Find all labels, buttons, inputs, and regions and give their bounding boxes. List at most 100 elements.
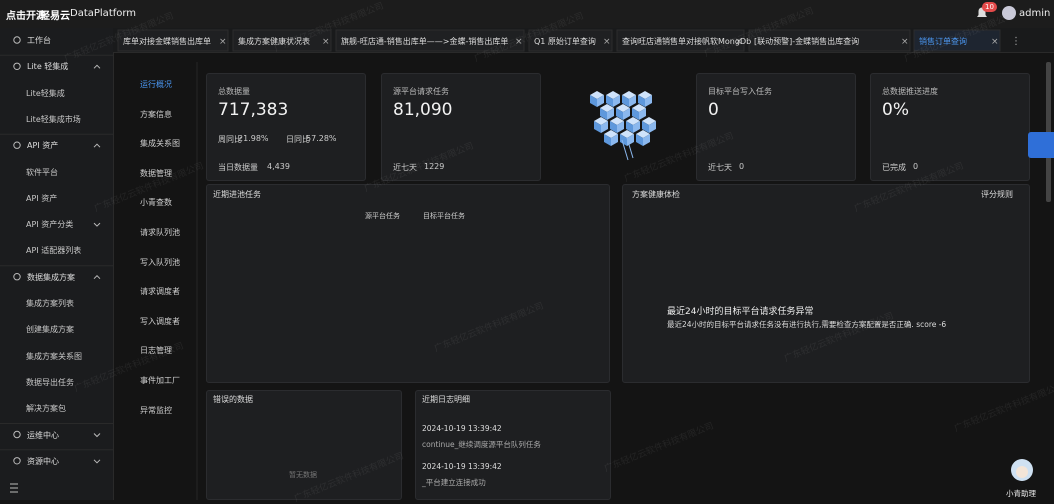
tab-label[interactable]: [联动预警]-金蝶销售出库查询: [754, 37, 860, 46]
sidebar-item[interactable]: API 资产: [26, 193, 58, 203]
alert-message: 最近24小时的目标平台请求任务没有进行执行,需要检查方案配置是否正确. scor…: [667, 320, 947, 329]
chart-title: 近期进池任务: [213, 190, 261, 199]
subnav-item[interactable]: 事件加工厂: [140, 376, 180, 385]
sidebar-item[interactable]: 创建集成方案: [26, 325, 74, 335]
sidebar-icon: [13, 62, 21, 71]
cube-left: [610, 121, 617, 133]
subnav-item[interactable]: 写入队列池: [140, 257, 180, 267]
compare-label: 周同比: [218, 135, 242, 144]
cube-right: [597, 95, 604, 107]
notification-badge[interactable]: 10: [982, 2, 997, 12]
cube-right: [649, 121, 656, 133]
sidebar-item[interactable]: 集成方案关系图: [26, 351, 82, 361]
tab-close: ×: [219, 37, 227, 47]
cube-left: [594, 121, 601, 133]
app-name: DataPlatform: [70, 8, 137, 19]
sidebar-item[interactable]: 资源中心: [27, 456, 59, 466]
stat-card: [206, 73, 366, 181]
cube-left: [604, 134, 611, 146]
subnav-item[interactable]: 异常监控: [140, 405, 172, 415]
compare-label: 日同比: [286, 135, 310, 144]
logs-card: [415, 390, 611, 500]
cube-right: [643, 134, 650, 146]
sidebar-item[interactable]: Lite轻集成: [26, 88, 65, 98]
tab-close: ×: [515, 37, 523, 47]
sidebar-item[interactable]: 工作台: [27, 36, 51, 45]
chevron: [93, 222, 101, 227]
cube-left: [642, 121, 649, 133]
subnav-item[interactable]: 日志管理: [140, 346, 172, 356]
subnav-item[interactable]: 小青查数: [140, 198, 172, 208]
tab-close: ×: [991, 37, 999, 47]
sidebar-item[interactable]: Lite轻集成市场: [26, 114, 81, 124]
sidebar-icon: [13, 430, 21, 439]
cube-right: [611, 134, 618, 146]
cube-right: [633, 121, 640, 133]
subnav-item[interactable]: 数据管理: [140, 168, 172, 178]
cube-left: [626, 121, 633, 133]
ladder: [621, 137, 634, 161]
sidebar: [0, 28, 114, 500]
cube-left: [638, 95, 645, 107]
tab-close: ×: [603, 37, 611, 47]
cube-right: [639, 108, 646, 120]
log-time: 2024-10-19 13:39:42: [422, 424, 502, 433]
sidebar-item[interactable]: Lite 轻集成: [27, 62, 69, 72]
subnav-item[interactable]: 集成关系图: [140, 139, 180, 149]
stat-card: [870, 73, 1030, 181]
cube-right: [601, 121, 608, 133]
stat-value: 81,090: [393, 100, 453, 120]
cube-right: [629, 95, 636, 107]
avatar: [1002, 6, 1016, 20]
tab-label[interactable]: 查询旺店通销售单对接帆软MongDb: [622, 37, 752, 46]
subnav-item[interactable]: 运行概况: [140, 80, 172, 89]
sidebar-item[interactable]: API 适配器列表: [26, 246, 82, 256]
tab-label[interactable]: 集成方案健康状况表: [238, 37, 310, 46]
logs-title: 近期日志明细: [422, 395, 470, 404]
chevron: [93, 64, 101, 69]
assistant-label[interactable]: 小青助理: [1006, 489, 1036, 498]
errors-card: [206, 390, 402, 500]
subnav-item[interactable]: 方案信息: [140, 109, 172, 119]
sidebar-item[interactable]: 数据导出任务: [26, 377, 74, 387]
tab-close: ×: [735, 37, 743, 47]
subnav-item[interactable]: 请求调度者: [140, 287, 180, 297]
cube-left: [600, 108, 607, 120]
subnav-item[interactable]: 请求队列池: [140, 228, 180, 237]
empty-text: 暂无数据: [289, 471, 317, 479]
settings-button[interactable]: [1028, 132, 1054, 158]
sidebar-item[interactable]: 软件平台: [26, 167, 58, 177]
cube-right: [645, 95, 652, 107]
sidebar-item[interactable]: 解决方案包: [26, 404, 66, 414]
cube-right: [613, 95, 620, 107]
sidebar-item[interactable]: API 资产: [27, 141, 59, 151]
tab-label[interactable]: 旗舰-旺店通-销售出库单——>金蝶-销售出库单: [341, 37, 509, 46]
compare-value: 21.98%: [238, 134, 269, 143]
tab: [232, 29, 332, 52]
user-name[interactable]: admin: [1019, 8, 1051, 19]
sidebar-item[interactable]: API 资产分类: [26, 220, 74, 230]
cube-left: [590, 95, 597, 107]
subnav-item[interactable]: 写入调度者: [140, 316, 180, 326]
chevron: [93, 433, 101, 438]
tab-label[interactable]: Q1 原始订单查询: [534, 37, 596, 46]
tab-label[interactable]: 库单对接金蝶销售出库单: [123, 37, 211, 46]
tab: [335, 29, 525, 52]
cube-right: [607, 108, 614, 120]
sidebar-item[interactable]: 数据集成方案: [27, 272, 75, 282]
sidebar-icon: [13, 141, 21, 149]
stat-footer-label: 当日数据量: [218, 163, 258, 172]
health-title: 方案健康体检: [632, 190, 680, 199]
stat-value: 0%: [882, 100, 909, 120]
legend-label: 目标平台任务: [423, 212, 465, 220]
chevron: [93, 274, 101, 280]
tab: [117, 29, 229, 52]
sidebar-item[interactable]: 集成方案列表: [26, 299, 74, 308]
sidebar-item[interactable]: 运维中心: [27, 430, 59, 440]
stat-card: [381, 73, 541, 181]
errors-title: 错误的数据: [213, 395, 253, 404]
stat-value: 717,383: [218, 100, 289, 120]
tab-label[interactable]: 销售订单查询: [919, 37, 967, 46]
rule-link[interactable]: 评分规则: [981, 190, 1013, 199]
stat-card: [696, 73, 856, 181]
